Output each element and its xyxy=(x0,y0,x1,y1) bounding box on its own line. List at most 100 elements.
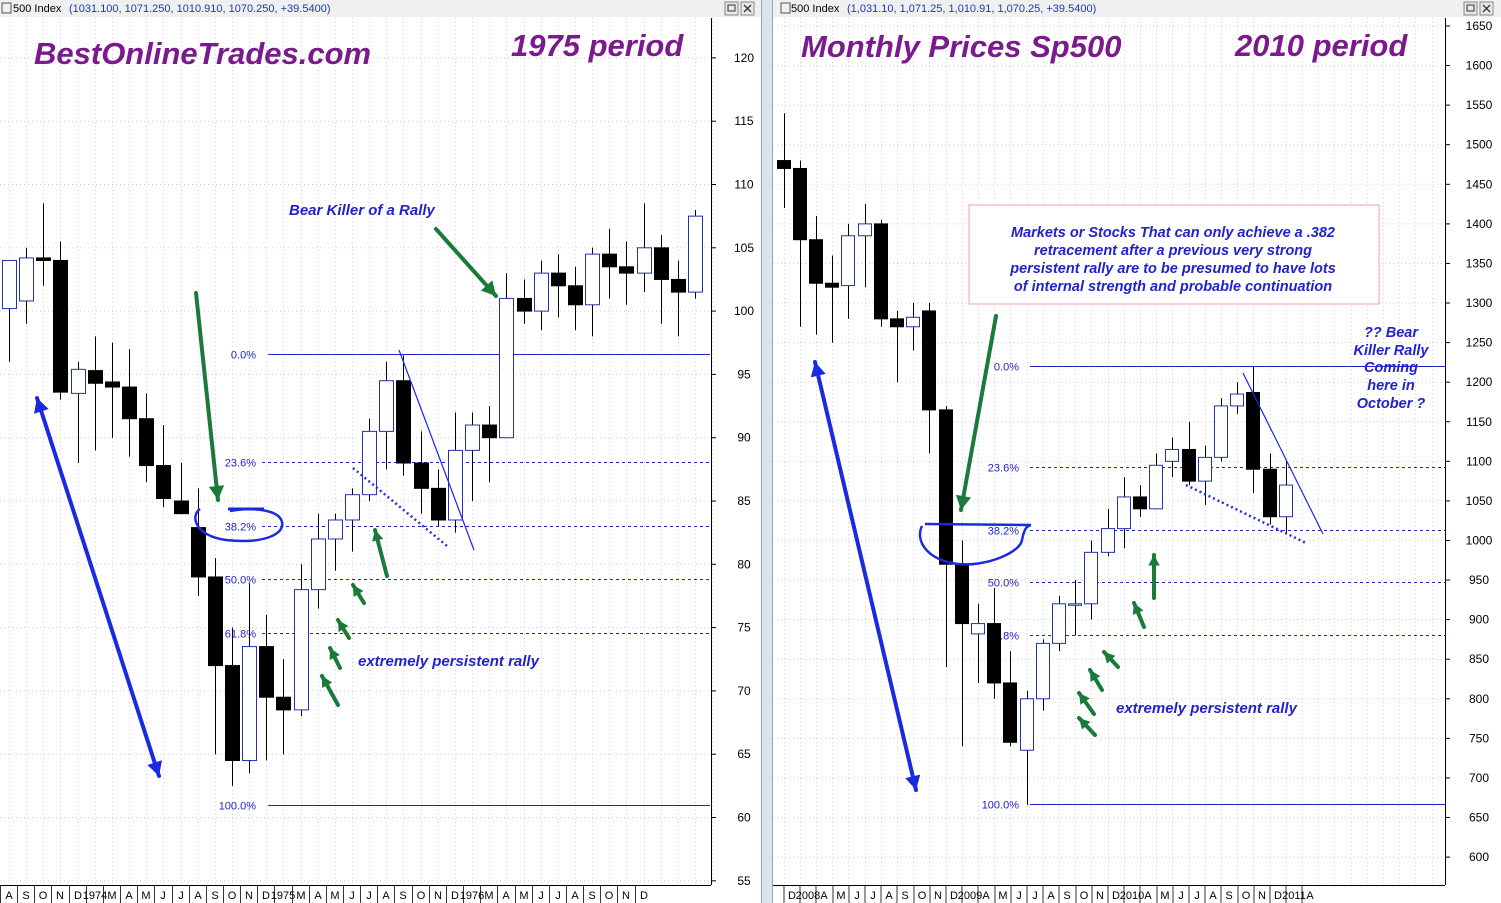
left-candle xyxy=(602,228,617,299)
right-y-tick-label: 1300 xyxy=(1466,296,1493,310)
left-x-label: O xyxy=(228,890,237,902)
right-candle xyxy=(1052,595,1066,652)
right-x-label: O xyxy=(1080,890,1089,902)
left-x-label: A xyxy=(571,890,579,902)
left-candle xyxy=(88,336,103,451)
right-y-tick-label: 1550 xyxy=(1466,98,1493,112)
info-box-line-1: Markets or Stocks That can only achieve … xyxy=(1011,225,1335,241)
left-y-tick-label: 110 xyxy=(734,178,753,192)
left-x-label: M xyxy=(141,890,150,902)
right-candle xyxy=(971,603,985,683)
right-y-tick-label: 1050 xyxy=(1466,494,1493,508)
right-y-tick-label: 750 xyxy=(1469,731,1489,745)
right-x-label: A xyxy=(1209,890,1217,902)
right-candle xyxy=(1117,477,1131,549)
right-candle xyxy=(1198,445,1212,505)
left-candle xyxy=(156,425,171,508)
right-x-label: O xyxy=(1242,890,1251,902)
right-candle xyxy=(1279,461,1293,533)
left-candle xyxy=(431,469,446,527)
right-y-tick-label: 900 xyxy=(1469,613,1489,627)
left-x-label: A xyxy=(5,890,13,902)
right-period-title: 2010 period xyxy=(1234,28,1408,63)
right-rally-green-arrow xyxy=(1132,601,1146,629)
left-x-label: 1975 xyxy=(271,890,295,902)
left-x-axis: A S O N D 1974 M A M J J A S O N D 1975 M A M J J A S O N D 1976 M A M… xyxy=(0,886,648,903)
left-y-tick-label: 85 xyxy=(737,494,751,508)
left-y-tick-label: 55 xyxy=(737,874,751,888)
right-x-label: D xyxy=(1274,890,1282,902)
left-y-tick-label: 65 xyxy=(737,747,751,761)
right-header-name: 500 Index xyxy=(791,3,840,15)
right-candle xyxy=(858,204,872,288)
info-box-line-2: retracement after a previous very strong xyxy=(1034,243,1312,259)
right-dotted-trend-line xyxy=(1185,483,1307,545)
question-line-3: Coming xyxy=(1364,360,1418,376)
left-candle xyxy=(294,564,309,717)
left-candle xyxy=(448,412,463,533)
left-candle xyxy=(396,355,411,476)
left-x-label: A xyxy=(125,890,133,902)
left-candle xyxy=(568,266,583,331)
right-candles xyxy=(777,113,1293,805)
left-x-label: M xyxy=(519,890,528,902)
right-fib-label: 38.2% xyxy=(988,526,1019,538)
right-candle xyxy=(890,310,904,383)
left-chart-pane: 0.0% 23.6% 38.2% 50.0% 61.8% 100.0% 120 115 110… xyxy=(0,18,754,903)
right-y-tick-label: 1150 xyxy=(1466,415,1492,429)
left-restore-button[interactable] xyxy=(724,1,739,16)
right-candle xyxy=(809,215,823,335)
left-x-label: A xyxy=(382,890,390,902)
window-splitter[interactable] xyxy=(761,0,773,903)
left-candle xyxy=(688,209,703,299)
right-rally-green-arrow xyxy=(1077,716,1097,737)
right-close-button[interactable] xyxy=(1479,1,1494,16)
left-period-title: 1975 period xyxy=(511,28,684,63)
right-x-label: M xyxy=(1160,890,1169,902)
right-restore-button[interactable] xyxy=(1463,1,1478,16)
left-y-tick-label: 80 xyxy=(737,557,751,571)
left-x-label: J xyxy=(366,890,372,902)
left-x-label: D xyxy=(640,890,648,902)
left-x-label: M xyxy=(296,890,305,902)
right-blue-double-arrow xyxy=(810,360,921,792)
left-candle xyxy=(499,273,514,439)
right-rally-green-arrow xyxy=(1148,553,1160,600)
right-x-label: S xyxy=(901,890,908,902)
right-x-label: A xyxy=(1306,890,1314,902)
left-rally-green-arrow xyxy=(336,618,351,640)
right-x-label: 2009 xyxy=(958,890,982,902)
left-x-label: D xyxy=(262,890,270,902)
left-x-label: M xyxy=(107,890,116,902)
left-candle xyxy=(225,627,240,786)
right-x-label: 2008 xyxy=(796,890,820,902)
left-candle xyxy=(174,463,189,515)
left-x-label: J xyxy=(160,890,166,902)
right-y-tick-label: 1650 xyxy=(1466,19,1493,33)
right-candle xyxy=(874,219,888,327)
left-candle xyxy=(517,279,532,324)
left-close-button[interactable] xyxy=(740,1,755,16)
left-x-label: S xyxy=(399,890,406,902)
right-x-label: A xyxy=(1144,890,1152,902)
right-x-label: N xyxy=(1096,890,1104,902)
right-candle xyxy=(1149,453,1163,510)
left-candle xyxy=(671,260,686,337)
right-x-label: D xyxy=(1112,890,1120,902)
left-candle xyxy=(2,259,17,362)
right-x-label: M xyxy=(836,890,845,902)
right-chart-pane: 0.0%23.6%38.2%50.0%61.8%100.0% 165016001… xyxy=(773,18,1493,903)
left-candle xyxy=(637,203,652,293)
right-y-tick-label: 1200 xyxy=(1466,375,1493,389)
left-x-label: J xyxy=(178,890,184,902)
left-x-label: O xyxy=(417,890,426,902)
left-candle xyxy=(654,235,669,324)
right-candle xyxy=(1003,651,1017,747)
right-candle xyxy=(1020,690,1034,805)
left-candle xyxy=(36,203,51,286)
left-rally-green-arrow xyxy=(351,583,366,605)
right-y-tick-label: 1500 xyxy=(1466,138,1493,152)
right-y-tick-label: 1400 xyxy=(1466,217,1493,231)
left-candle xyxy=(259,614,274,761)
